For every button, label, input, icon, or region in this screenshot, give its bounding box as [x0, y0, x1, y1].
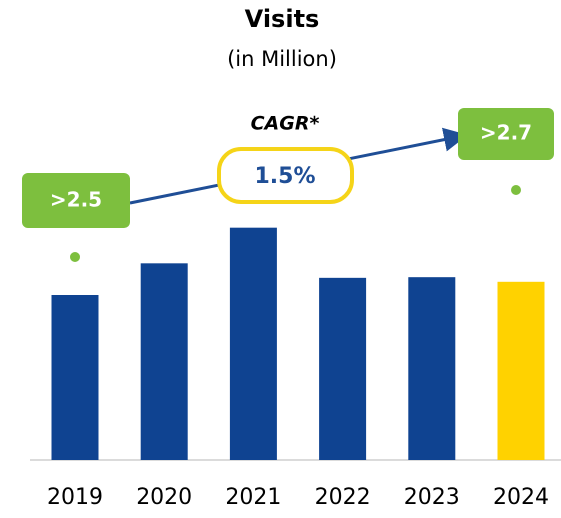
marker-dot [511, 185, 521, 195]
x-tick-label: 2022 [315, 485, 371, 510]
bar [408, 277, 456, 460]
x-tick-label: 2020 [136, 485, 192, 510]
end-label: >2.7 [480, 121, 532, 145]
start-label: >2.5 [50, 188, 102, 212]
bar [140, 263, 188, 460]
x-tick-label: 2019 [47, 485, 103, 510]
start-box [22, 173, 130, 228]
cagr-value: 1.5% [254, 164, 315, 189]
marker-dot [70, 252, 80, 262]
x-tick-label: 2021 [225, 485, 281, 510]
bar [229, 227, 277, 460]
cagr-label: CAGR* [251, 113, 320, 135]
bar [51, 295, 99, 460]
chart-title: Visits [245, 5, 320, 33]
x-tick-label: 2023 [404, 485, 460, 510]
bar [497, 281, 545, 460]
cagr-box [217, 147, 354, 204]
chart-subtitle: (in Million) [227, 47, 337, 71]
bar [319, 277, 367, 460]
end-box [458, 108, 554, 160]
x-tick-label: 2024 [493, 485, 549, 510]
